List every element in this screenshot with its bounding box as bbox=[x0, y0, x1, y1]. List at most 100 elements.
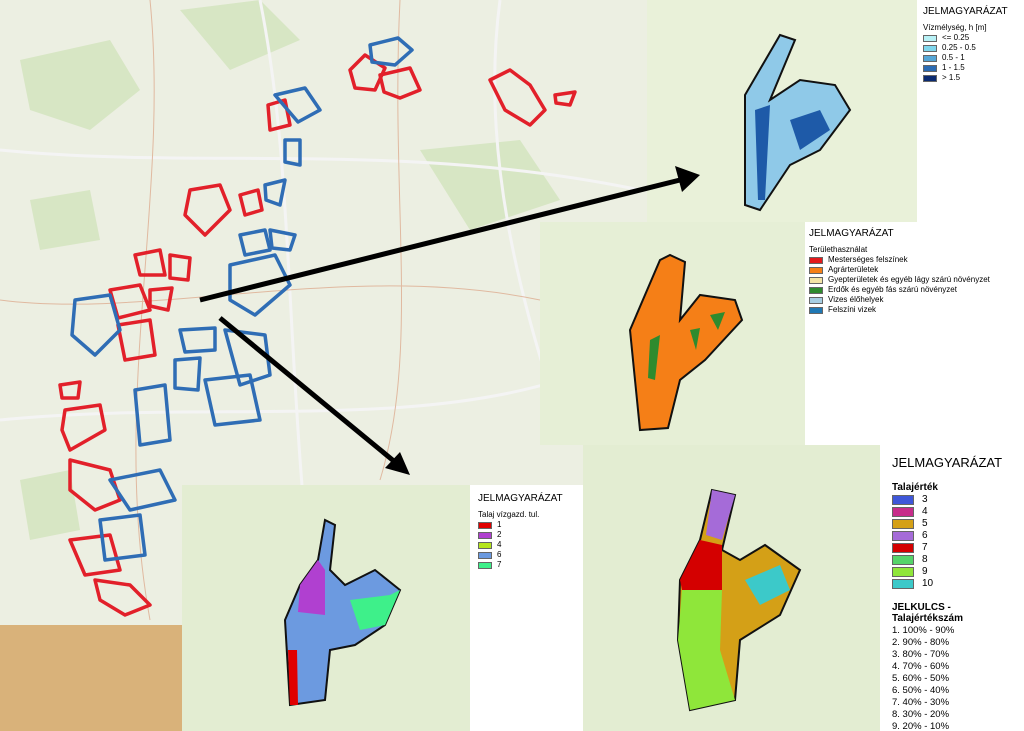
legend-swatch bbox=[478, 541, 492, 549]
legend-swatch bbox=[809, 306, 823, 314]
legend-swatch bbox=[892, 531, 914, 541]
legend-label: 6 bbox=[497, 550, 502, 559]
legend-label: 7 bbox=[497, 560, 502, 569]
legend-item: 4 bbox=[892, 506, 1012, 518]
key-item: 8. 30% - 20% bbox=[892, 709, 950, 720]
legend-label: Erdők és egyéb fás szárú növényzet bbox=[828, 285, 957, 294]
legend-label: 4 bbox=[922, 506, 928, 517]
soil-water-7 bbox=[350, 590, 400, 630]
legend-label: 1 bbox=[497, 520, 502, 529]
legend-item: 6 bbox=[892, 530, 1012, 542]
key-title: JELKULCS - Talajértékszám bbox=[892, 602, 963, 624]
legend-item: Felszíni vizek bbox=[809, 305, 1024, 315]
legend-label: Gyepterületek és egyéb lágy szárú növény… bbox=[828, 275, 990, 284]
legend-item: 0.5 - 1 bbox=[923, 53, 1018, 63]
parchment bbox=[0, 625, 182, 731]
legend-swatch bbox=[923, 34, 937, 42]
key-item: 3. 80% - 70% bbox=[892, 649, 950, 660]
legend-item: 9 bbox=[892, 566, 1012, 578]
legend-label: Mesterséges felszínek bbox=[828, 255, 908, 264]
legend-label: 0.25 - 0.5 bbox=[942, 43, 976, 52]
legend-swatch bbox=[892, 519, 914, 529]
legend-swatch bbox=[923, 64, 937, 72]
key-item: 2. 90% - 80% bbox=[892, 637, 950, 648]
legend-label: 2 bbox=[497, 530, 502, 539]
legend-item: 10 bbox=[892, 578, 1012, 590]
key-item: 7. 40% - 30% bbox=[892, 697, 950, 708]
legend-swatch bbox=[809, 256, 823, 264]
legend-soil-water: JELMAGYARÁZAT Talaj vízgazd. tul. 1 2 4 6 7 bbox=[470, 485, 583, 731]
arrows bbox=[199, 177, 681, 464]
soil-value-10 bbox=[745, 565, 790, 605]
soil-value-7 bbox=[680, 540, 722, 590]
soil-water-2 bbox=[298, 560, 325, 615]
key-item: 6. 50% - 40% bbox=[892, 685, 950, 696]
legend-swatch bbox=[809, 286, 823, 294]
legend-swatch bbox=[892, 507, 914, 517]
legend-landuse: JELMAGYARÁZAT Területhasználat Mesterséges… bbox=[805, 222, 1024, 445]
legend-label: 1 - 1.5 bbox=[942, 63, 965, 72]
legend-item: Vizes élőhelyek bbox=[809, 295, 1024, 305]
forest-strips bbox=[648, 312, 725, 380]
legend-swatch bbox=[809, 266, 823, 274]
legend-swatch bbox=[892, 543, 914, 553]
legend-swatch bbox=[478, 531, 492, 539]
legend-item: Erdők és egyéb fás szárú növényzet bbox=[809, 285, 1024, 295]
legend-label: Vizes élőhelyek bbox=[828, 295, 884, 304]
legend-swatch bbox=[892, 495, 914, 505]
legend-label: > 1.5 bbox=[942, 73, 961, 82]
key-item: 1. 100% - 90% bbox=[892, 625, 955, 636]
legend-subtitle: Vízmélység, h [m] bbox=[923, 23, 987, 32]
arrow bbox=[199, 177, 681, 303]
legend-label: <= 0.25 bbox=[942, 33, 970, 42]
legend-item: Gyepterületek és egyéb lágy szárú növény… bbox=[809, 275, 1024, 285]
legend-item: 1 bbox=[478, 520, 575, 530]
legend-item: 7 bbox=[892, 542, 1012, 554]
arrow bbox=[218, 316, 397, 464]
legend-swatch bbox=[478, 561, 492, 569]
legend-item: <= 0.25 bbox=[923, 33, 1018, 43]
legend-item: 7 bbox=[478, 560, 575, 570]
legend-item: 8 bbox=[892, 554, 1012, 566]
legend-label: 3 bbox=[922, 494, 928, 505]
legend-water: JELMAGYARÁZAT Vízmélység, h [m] <= 0.25 0.2… bbox=[917, 0, 1024, 222]
legend-item: 0.25 - 0.5 bbox=[923, 43, 1018, 53]
legend-label: Agrárterületek bbox=[828, 265, 879, 274]
legend-label: 10 bbox=[922, 578, 934, 589]
legend-swatch bbox=[892, 579, 914, 589]
legend-swatch bbox=[923, 74, 937, 82]
legend-swatch bbox=[809, 296, 823, 304]
legend-label: 9 bbox=[922, 566, 928, 577]
legend-title: JELMAGYARÁZAT bbox=[478, 493, 563, 504]
legend-item: 1 - 1.5 bbox=[923, 63, 1018, 73]
legend-title: JELMAGYARÁZAT bbox=[892, 455, 1003, 470]
legend-soil-value: JELMAGYARÁZAT Talajérték 3 4 5 6 7 8 9 10 JELKULCS… bbox=[880, 445, 1024, 731]
legend-label: 5 bbox=[922, 518, 928, 529]
legend-label: 6 bbox=[922, 530, 928, 541]
key-item: 5. 60% - 50% bbox=[892, 673, 950, 684]
minor-roads bbox=[0, 0, 541, 621]
legend-item: 5 bbox=[892, 518, 1012, 530]
legend-item: > 1.5 bbox=[923, 73, 1018, 83]
deep-water bbox=[755, 105, 830, 200]
legend-title: JELMAGYARÁZAT bbox=[923, 6, 1008, 17]
legend-label: Felszíni vizek bbox=[828, 305, 877, 314]
landuse-area bbox=[628, 253, 744, 432]
legend-swatch bbox=[478, 521, 492, 529]
legend-subtitle: Talaj vízgazd. tul. bbox=[478, 510, 540, 519]
legend-swatch bbox=[923, 54, 937, 62]
key-item: 9. 20% - 10% bbox=[892, 721, 950, 731]
legend-label: 0.5 - 1 bbox=[942, 53, 965, 62]
legend-subtitle: Területhasználat bbox=[809, 245, 868, 254]
legend-title: JELMAGYARÁZAT bbox=[809, 228, 894, 239]
legend-swatch bbox=[892, 555, 914, 565]
legend-label: 7 bbox=[922, 542, 928, 553]
legend-swatch bbox=[923, 44, 937, 52]
soil-value-6 bbox=[706, 490, 735, 540]
legend-item: 4 bbox=[478, 540, 575, 550]
legend-item: Mesterséges felszínek bbox=[809, 255, 1024, 265]
soil-value-9 bbox=[678, 590, 735, 710]
soil-water-1 bbox=[288, 650, 298, 705]
legend-subtitle: Talajérték bbox=[892, 482, 938, 493]
